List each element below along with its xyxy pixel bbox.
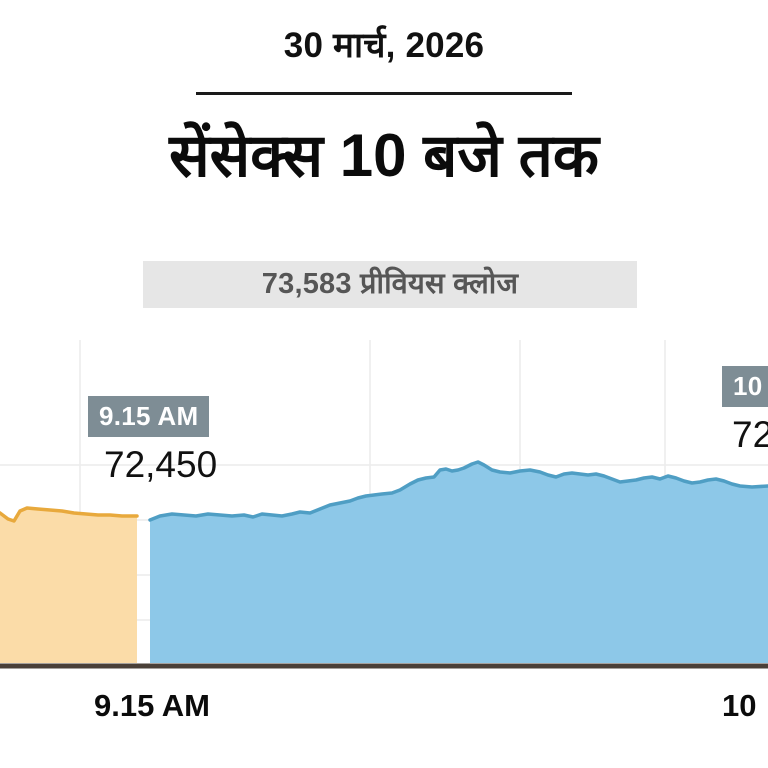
- previous-close-band: 73,583 प्रीवियस क्लोज: [143, 261, 637, 308]
- series-areas: [0, 460, 768, 663]
- callout-left-time-badge: 9.15 AM: [88, 396, 210, 437]
- date-header: 30 मार्च, 2026: [0, 26, 768, 73]
- previous-close-text: 73,583 प्रीवियस क्लोज: [261, 268, 519, 300]
- x-axis-labels: 9.15 AM 10: [0, 690, 768, 740]
- callout-right-value: 72: [732, 414, 768, 455]
- date-text: 30 मार्च, 2026: [283, 26, 485, 65]
- callout-right: 10 72: [722, 366, 768, 453]
- callout-left: 9.15 AM 72,450: [88, 396, 217, 483]
- x-axis-tick-1: 10: [722, 688, 757, 723]
- callout-left-value: 72,450: [104, 444, 218, 485]
- sensex-area-chart: [0, 340, 768, 670]
- page-title: सेंसेक्स 10 बजे तक: [0, 122, 768, 189]
- callout-right-time-badge: 10: [722, 366, 768, 407]
- page-title-text: सेंसेक्स 10 बजे तक: [169, 122, 599, 189]
- chart-canvas: [0, 340, 768, 669]
- x-axis-tick-0: 9.15 AM: [94, 688, 211, 723]
- date-underline-divider: [196, 92, 572, 95]
